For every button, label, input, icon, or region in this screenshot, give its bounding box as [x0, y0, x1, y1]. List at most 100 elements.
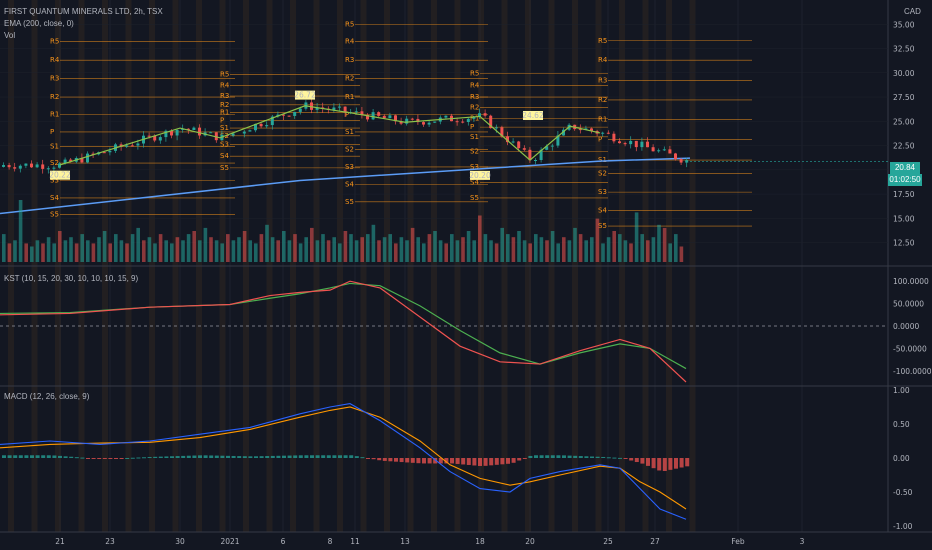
macd-histogram-bar	[198, 455, 202, 458]
macd-histogram-bar	[125, 457, 130, 459]
macd-histogram-bar	[332, 455, 337, 458]
volume-bar	[181, 240, 185, 262]
candle-body	[30, 163, 33, 168]
price-tick-label: 35.00	[893, 20, 915, 29]
candle-body	[366, 114, 369, 120]
macd-histogram-bar	[231, 455, 236, 458]
candle-body	[466, 118, 470, 123]
macd-histogram-bar	[416, 458, 421, 464]
macd-histogram-bar	[69, 456, 74, 458]
candle-body	[478, 113, 481, 118]
pivot-label: S1	[598, 156, 607, 164]
candle-body	[623, 143, 627, 145]
macd-histogram-bar	[584, 456, 589, 458]
bar-countdown-tag: 01:02:50	[888, 174, 922, 186]
volume-bar	[80, 234, 84, 262]
macd-histogram-bar	[539, 455, 544, 458]
volume-bar	[242, 231, 247, 262]
volume-bar	[466, 231, 471, 262]
macd-histogram-bar	[119, 458, 124, 459]
macd-histogram-bar	[214, 455, 219, 458]
price-tick-label: 27.50	[893, 93, 915, 102]
volume-bar	[562, 237, 566, 262]
macd-histogram-bar	[142, 457, 146, 459]
volume-bar	[248, 240, 252, 262]
candle-body	[7, 165, 11, 168]
pivot-label: S3	[470, 163, 479, 171]
volume-bar	[567, 240, 572, 262]
kst-legend[interactable]: KST (10, 15, 20, 30, 10, 10, 10, 15, 9)	[4, 274, 139, 283]
pivot-label: R1	[598, 115, 607, 123]
volume-bar	[69, 237, 73, 262]
macd-histogram-bar	[466, 458, 471, 465]
pivot-label: S3	[598, 188, 607, 196]
candle-body	[394, 115, 397, 122]
candle-body	[646, 141, 649, 148]
pivot-label: R1	[220, 109, 229, 117]
candle-body	[158, 137, 162, 141]
pivot-label: S5	[220, 164, 229, 172]
candle-body	[130, 145, 134, 147]
volume-bar	[186, 234, 191, 262]
macd-histogram-bar	[399, 458, 404, 463]
volume-legend[interactable]: Vol	[4, 31, 16, 40]
macd-histogram-bar	[427, 458, 432, 464]
ema-legend[interactable]: EMA (200, close, 0)	[4, 19, 74, 28]
volume-bar	[399, 237, 404, 262]
pivot-label: S1	[470, 133, 479, 141]
macd-histogram-bar	[545, 455, 550, 458]
macd-legend[interactable]: MACD (12, 26, close, 9)	[4, 392, 90, 401]
candle-body	[399, 121, 403, 124]
macd-histogram-bar	[483, 458, 488, 466]
candle-body	[86, 153, 89, 163]
macd-histogram-bar	[489, 458, 494, 466]
volume-bar	[366, 234, 370, 262]
volume-bar	[237, 237, 241, 262]
macd-histogram-bar	[18, 455, 23, 458]
time-axis-label: Feb	[731, 537, 745, 546]
volume-bar	[192, 231, 196, 262]
macd-histogram-bar	[153, 456, 158, 458]
volume-bar	[293, 234, 297, 262]
volume-bar	[640, 234, 644, 262]
macd-histogram-bar	[326, 455, 331, 458]
macd-histogram-bar	[455, 458, 460, 464]
macd-histogram-bar	[517, 458, 522, 461]
volume-bar	[377, 240, 381, 262]
pivot-label: R3	[345, 56, 354, 64]
macd-histogram-bar	[534, 455, 538, 458]
pivot-label: R2	[220, 101, 229, 109]
volume-bar	[97, 237, 101, 262]
volume-bar	[310, 227, 314, 262]
macd-histogram-bar	[52, 455, 57, 458]
candle-body	[254, 123, 257, 131]
macd-histogram-bar	[265, 456, 270, 458]
macd-histogram-bar	[58, 455, 62, 458]
volume-bar	[416, 237, 420, 262]
time-axis-label: 30	[175, 537, 185, 546]
volume-bar	[209, 237, 213, 262]
macd-histogram-bar	[651, 458, 656, 469]
pivot-label: R5	[345, 20, 354, 28]
macd-histogram-bar	[270, 455, 275, 458]
volume-bar	[534, 234, 538, 262]
candle-body	[668, 149, 672, 154]
candle-body	[198, 127, 201, 136]
symbol-title[interactable]: FIRST QUANTUM MINERALS LTD, 2h, TSX	[4, 7, 163, 16]
pivot-label: R4	[220, 81, 230, 89]
macd-histogram-bar	[304, 455, 309, 458]
macd-histogram-bar	[2, 455, 6, 458]
volume-bar	[450, 234, 454, 262]
volume-bar	[662, 227, 667, 262]
volume-bar	[646, 240, 650, 262]
volume-bar	[46, 237, 51, 262]
volume-bar	[30, 246, 34, 262]
candle-body	[164, 130, 168, 138]
candle-body	[679, 159, 683, 163]
macd-histogram-bar	[562, 455, 566, 458]
volume-bar	[259, 234, 264, 262]
candle-body	[685, 160, 689, 163]
volume-bar	[315, 240, 320, 262]
macd-histogram-bar	[74, 457, 79, 459]
